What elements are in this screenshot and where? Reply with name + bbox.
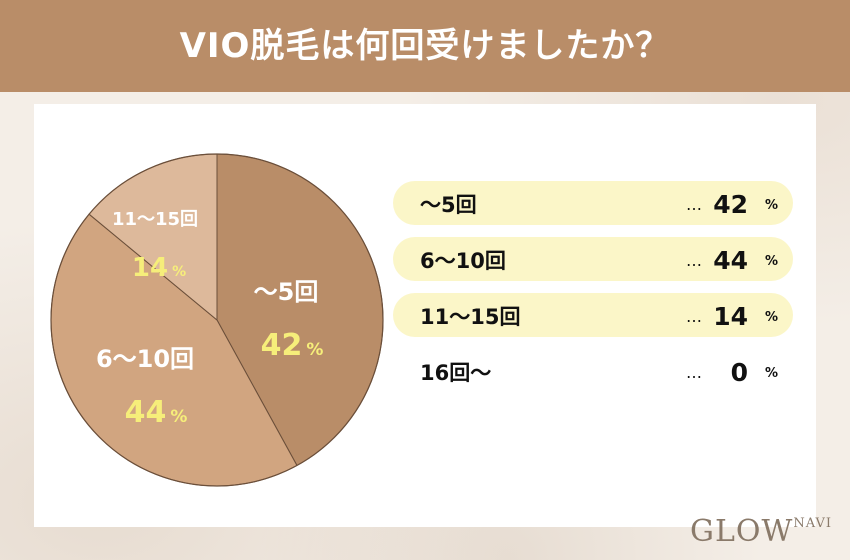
pie-label-1: 6〜10回 xyxy=(96,345,194,373)
legend-label-1: 6〜10回 xyxy=(420,249,506,273)
title-banner xyxy=(0,0,850,92)
pie-value-2: 14% xyxy=(132,253,186,283)
legend-unit-3: % xyxy=(765,366,778,381)
legend-value-1: 44 xyxy=(713,246,748,275)
legend-label-2: 11〜15回 xyxy=(420,305,520,329)
legend-value-3: 0 xyxy=(731,358,748,387)
legend-row-bg-1 xyxy=(393,237,793,281)
legend-label-0: 〜5回 xyxy=(420,193,477,217)
pie-label-0: 〜5回 xyxy=(254,278,319,306)
pie-label-2: 11〜15回 xyxy=(112,209,198,230)
logo-main-text: GLOW xyxy=(690,514,794,549)
legend-row-bg-2 xyxy=(393,293,793,337)
legend-unit-0: % xyxy=(765,198,778,213)
legend-dots-0: … xyxy=(686,195,702,214)
pie-value-0: 42% xyxy=(261,328,324,363)
pie-value-1: 44% xyxy=(125,395,188,430)
legend-value-0: 42 xyxy=(713,190,748,219)
pie-outline xyxy=(50,153,384,487)
page-title: VIO脱毛は何回受けましたか？ xyxy=(179,26,671,66)
legend-dots-1: … xyxy=(686,251,702,270)
legend-label-3: 16回〜 xyxy=(420,361,491,385)
legend-unit-2: % xyxy=(765,310,778,325)
legend-dots-3: … xyxy=(686,363,702,382)
logo-sub-text: NAVI xyxy=(793,516,832,531)
legend-dots-2: … xyxy=(686,307,702,326)
legend-row-bg-0 xyxy=(393,181,793,225)
glow-navi-logo: GLOWNAVI xyxy=(690,514,840,554)
legend-unit-1: % xyxy=(765,254,778,269)
legend-value-2: 14 xyxy=(713,302,748,331)
